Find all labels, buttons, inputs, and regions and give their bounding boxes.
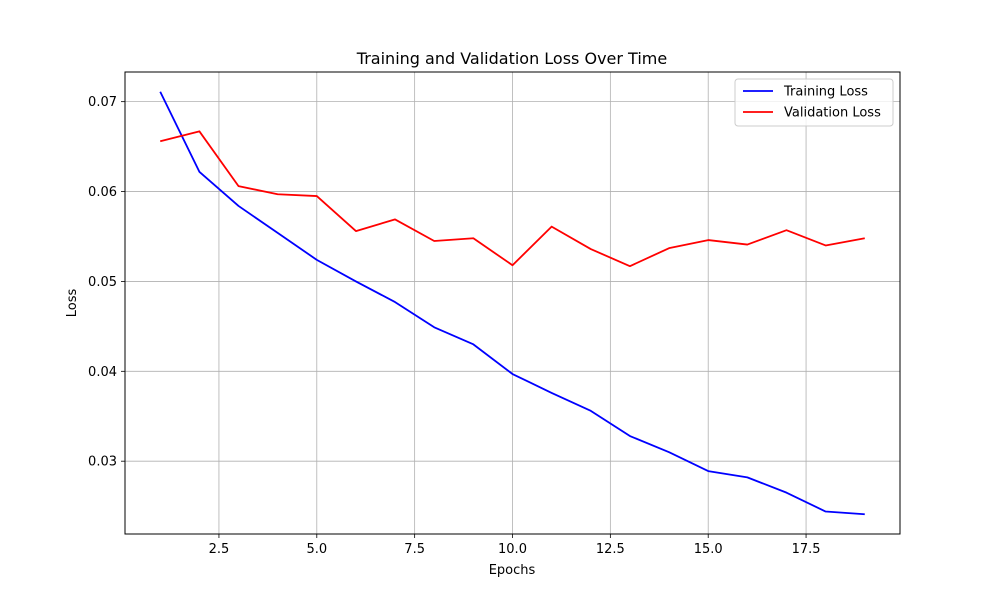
chart-title: Training and Validation Loss Over Time — [356, 49, 667, 68]
series-layer — [159, 91, 865, 516]
x-tick-label: 17.5 — [792, 542, 821, 557]
legend-label: Training Loss — [783, 85, 868, 100]
y-tick-label: 0.06 — [88, 185, 117, 200]
y-axis: 0.03 0.04 0.05 0.06 0.07 — [88, 95, 125, 470]
y-axis-label: Loss — [65, 289, 80, 318]
series-line-training-loss — [159, 91, 865, 516]
x-tick-label: 5.0 — [306, 542, 327, 557]
legend-label: Validation Loss — [784, 106, 881, 121]
x-tick-label: 12.5 — [596, 542, 625, 557]
series-line-validation-loss — [160, 130, 865, 268]
x-tick-label: 15.0 — [694, 542, 723, 557]
x-tick-label: 7.5 — [404, 542, 425, 557]
x-tick-label: 2.5 — [209, 542, 230, 557]
legend-box — [734, 78, 894, 127]
x-axis: 2.5 5.0 7.5 10.0 12.5 15.0 17.5 — [209, 534, 821, 557]
y-tick-label: 0.03 — [88, 455, 117, 470]
y-tick-label: 0.07 — [88, 95, 117, 110]
y-tick-label: 0.05 — [88, 275, 117, 290]
y-tick-label: 0.04 — [88, 365, 117, 380]
legend: Training Loss Validation Loss — [734, 78, 894, 127]
grid — [125, 72, 900, 534]
x-axis-label: Epochs — [489, 563, 536, 578]
x-tick-label: 10.0 — [498, 542, 527, 557]
